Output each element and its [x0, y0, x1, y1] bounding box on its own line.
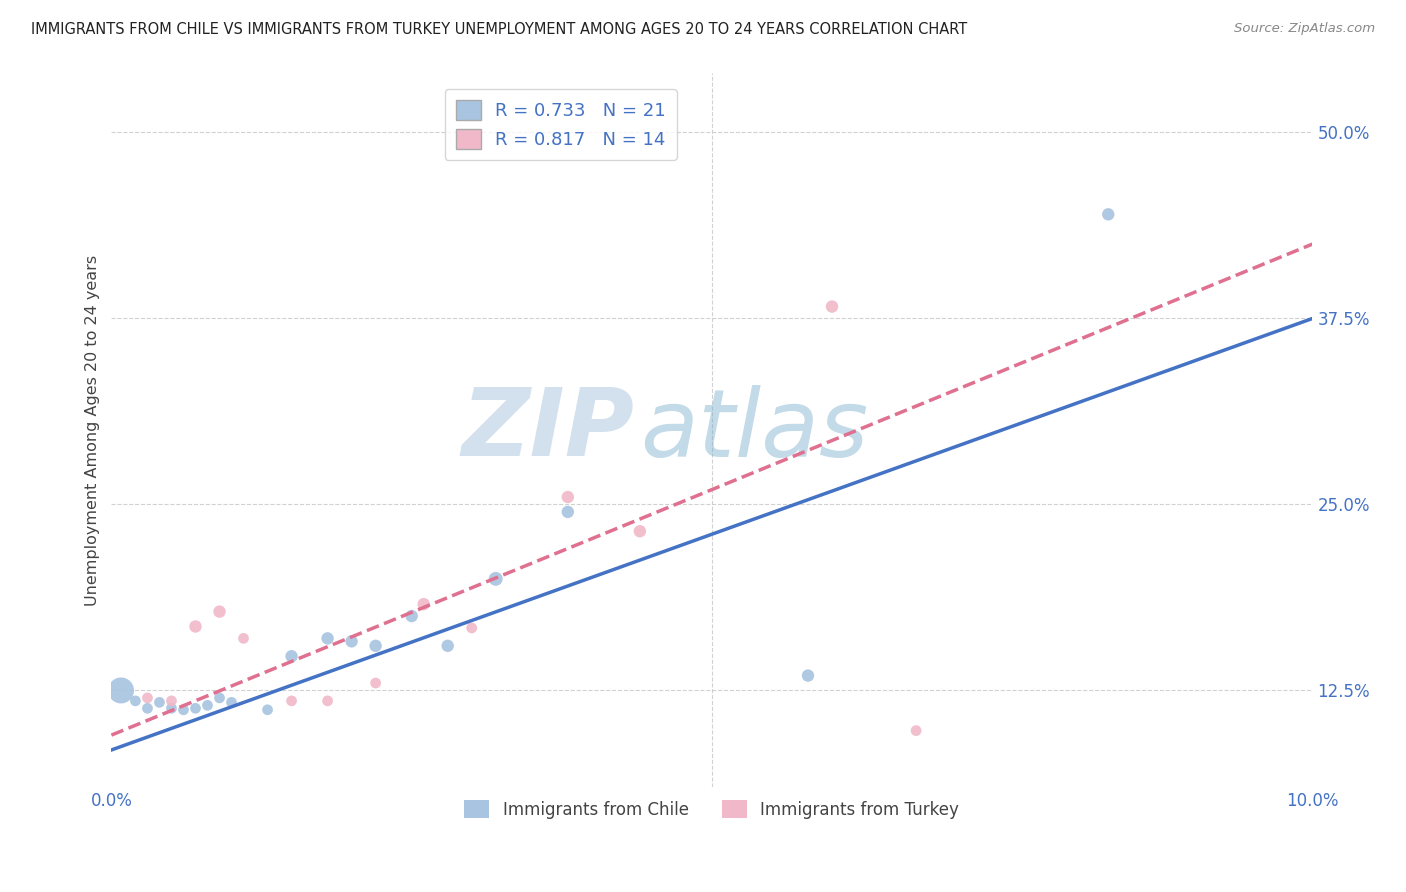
Point: [110, 683, 132, 698]
Point: [197, 698, 219, 713]
Point: [172, 703, 194, 717]
Point: [208, 690, 231, 705]
Point: [628, 524, 651, 539]
Point: [148, 695, 170, 709]
Point: [256, 703, 278, 717]
Text: Source: ZipAtlas.com: Source: ZipAtlas.com: [1234, 22, 1375, 36]
Point: [316, 694, 339, 708]
Text: IMMIGRANTS FROM CHILE VS IMMIGRANTS FROM TURKEY UNEMPLOYMENT AMONG AGES 20 TO 24: IMMIGRANTS FROM CHILE VS IMMIGRANTS FROM…: [31, 22, 967, 37]
Point: [364, 639, 387, 653]
Point: [340, 634, 363, 648]
Text: ZIP: ZIP: [461, 384, 634, 476]
Point: [797, 668, 820, 682]
Text: atlas: atlas: [640, 384, 868, 475]
Point: [184, 701, 207, 715]
Point: [436, 639, 458, 653]
Point: [316, 632, 339, 646]
Point: [160, 701, 183, 715]
Y-axis label: Unemployment Among Ages 20 to 24 years: Unemployment Among Ages 20 to 24 years: [86, 254, 100, 606]
Point: [221, 695, 243, 709]
Point: [208, 605, 231, 619]
Legend: Immigrants from Chile, Immigrants from Turkey: Immigrants from Chile, Immigrants from T…: [458, 794, 966, 825]
Point: [184, 619, 207, 633]
Point: [821, 300, 844, 314]
Point: [401, 609, 423, 624]
Point: [412, 597, 434, 611]
Point: [124, 694, 146, 708]
Point: [461, 621, 484, 635]
Point: [232, 632, 254, 646]
Point: [136, 690, 159, 705]
Point: [557, 505, 579, 519]
Point: [364, 676, 387, 690]
Point: [280, 694, 302, 708]
Point: [485, 572, 508, 586]
Point: [905, 723, 928, 738]
Point: [280, 649, 302, 664]
Point: [557, 490, 579, 504]
Point: [136, 701, 159, 715]
Point: [160, 694, 183, 708]
Point: [1097, 207, 1119, 221]
